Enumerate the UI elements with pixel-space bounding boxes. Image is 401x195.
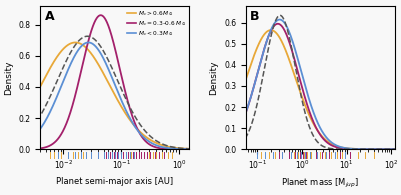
Y-axis label: Density: Density (4, 60, 13, 95)
X-axis label: Planet semi-major axis [AU]: Planet semi-major axis [AU] (56, 177, 173, 186)
X-axis label: Planet mass [M$_{jup}$]: Planet mass [M$_{jup}$] (282, 177, 359, 190)
Legend: $M_c > 0.6\,M_\odot$, $M_c = 0.3$–$0.6\,M_\odot$, $M_c < 0.3\,M_\odot$: $M_c > 0.6\,M_\odot$, $M_c = 0.3$–$0.6\,… (127, 9, 186, 38)
Y-axis label: Density: Density (209, 60, 219, 95)
Text: B: B (250, 10, 260, 23)
Text: A: A (45, 10, 54, 23)
